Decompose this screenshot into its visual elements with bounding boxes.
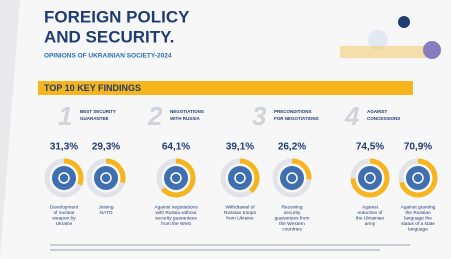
caption: Against negotiations xyxy=(154,204,198,210)
caption: status of a state xyxy=(401,221,435,227)
caption: Development xyxy=(50,204,79,210)
caption: language xyxy=(408,227,428,233)
caption: security xyxy=(284,210,301,216)
percentage: 31,3% xyxy=(50,142,78,153)
icon-bg xyxy=(164,166,188,190)
caption: from Ukraine xyxy=(226,215,254,221)
caption: the Western xyxy=(279,221,305,227)
caption: weapon by xyxy=(52,215,76,221)
caption: Against xyxy=(362,204,379,210)
icon-bg xyxy=(228,166,252,190)
section-heading: GUARANTEE xyxy=(80,116,109,121)
caption: Ukraine xyxy=(56,221,73,227)
caption: with Russia without xyxy=(155,210,197,216)
infographic: FOREIGN POLICY AND SECURITY. OPINIONS OF… xyxy=(0,0,451,259)
caption: the Russian xyxy=(405,210,431,216)
icon-bg xyxy=(358,166,382,190)
caption: guarantees from xyxy=(275,215,310,221)
section-number: 3 xyxy=(252,101,267,131)
caption: army xyxy=(365,221,376,227)
caption: of nuclear xyxy=(53,210,74,216)
section-number: 2 xyxy=(147,101,163,131)
caption: language the xyxy=(404,215,432,221)
banner-text: TOP 10 KEY FINDINGS xyxy=(44,83,141,93)
icon-bg xyxy=(280,166,304,190)
caption: NATO xyxy=(100,210,113,216)
section-heading: FOR NEGOTIATIONS xyxy=(274,116,319,121)
section-heading: NEGOTIATIONS xyxy=(170,109,204,114)
section-heading: PRECONDITIONS xyxy=(274,109,312,114)
title: AND SECURITY. xyxy=(44,27,174,46)
caption: from the West xyxy=(161,221,191,227)
icon-bg xyxy=(52,166,76,190)
section-heading: AGAINST xyxy=(367,109,388,114)
title: FOREIGN POLICY xyxy=(44,7,190,26)
footer-note xyxy=(50,244,410,246)
percentage: 70,9% xyxy=(404,142,432,153)
icon-bg xyxy=(406,166,430,190)
footer-note xyxy=(50,249,380,251)
caption: security guarantees xyxy=(155,215,197,221)
caption: Joining xyxy=(98,204,114,210)
section-heading: WITH RUSSIA xyxy=(170,116,200,121)
percentage: 74,5% xyxy=(356,142,384,153)
percentage: 29,3% xyxy=(92,142,120,153)
caption: Against granting xyxy=(401,204,436,210)
subtitle: OPINIONS OF UKRAINIAN SOCIETY-2024 xyxy=(44,53,172,60)
icon-bg xyxy=(94,166,118,190)
section-heading: CONCESSIONS xyxy=(367,116,400,121)
section-heading: BEST SECURITY xyxy=(80,109,116,114)
percentage: 64,1% xyxy=(162,142,190,153)
section-number: 4 xyxy=(344,101,360,131)
section-number: 1 xyxy=(58,101,72,131)
percentage: 39,1% xyxy=(226,142,254,153)
caption: Receiving xyxy=(281,204,302,210)
caption: Russian troops xyxy=(224,210,257,216)
caption: countries xyxy=(282,227,302,233)
percentage: 26,2% xyxy=(278,142,306,153)
caption: the Ukrainian xyxy=(356,215,385,221)
caption: Withdrawal of xyxy=(225,204,255,210)
caption: reduction of xyxy=(357,210,383,216)
